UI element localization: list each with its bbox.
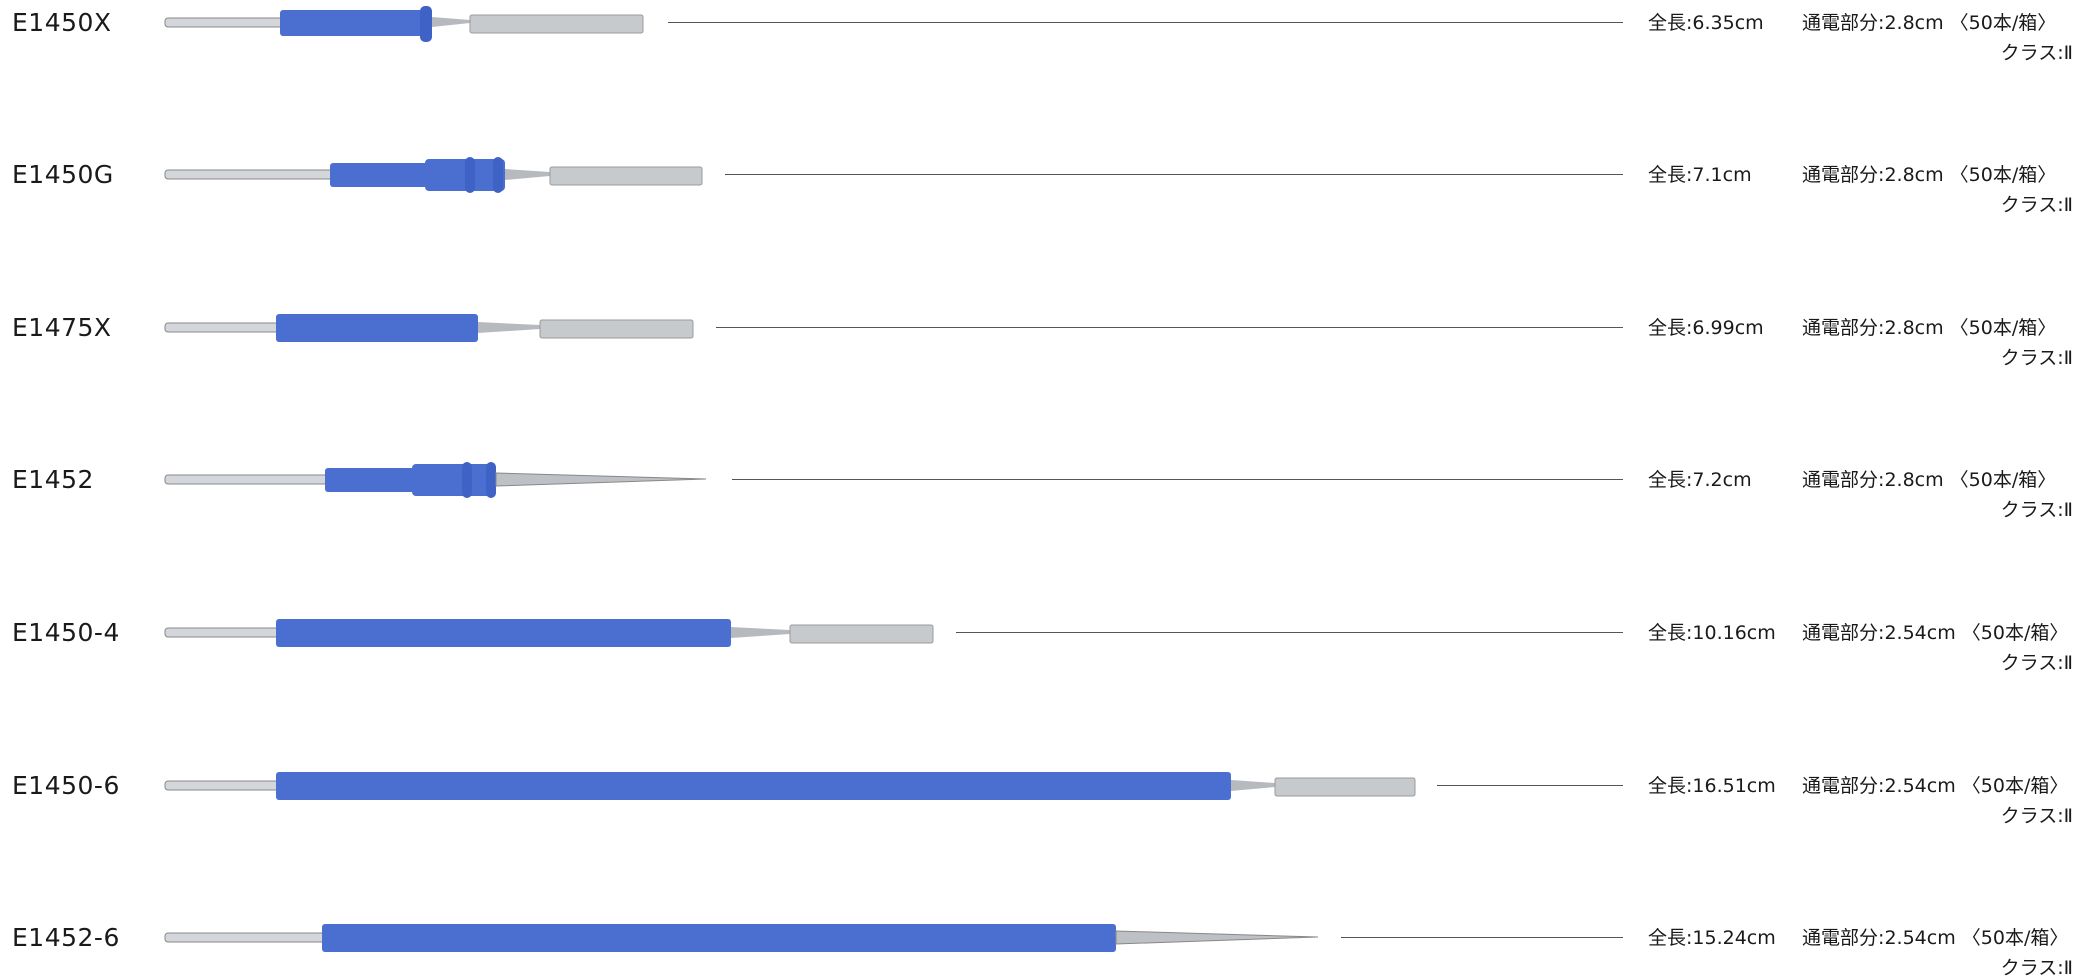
spec-line: 全長:16.51cm 通電部分:2.54cm 〈50本/箱〉 (1648, 771, 2068, 798)
product-row: E1452-6 全長:15.24cm 通電部分:2.54cm 〈50本/箱〉 ク… (0, 915, 2077, 979)
conductive-length: 通電部分:2.8cm (1802, 12, 1944, 34)
device-class: クラス:Ⅱ (2000, 194, 2073, 216)
electrode-image (164, 314, 694, 342)
total-length: 全長:16.51cm (1648, 775, 1776, 797)
electrode-image (164, 619, 934, 647)
leader-line (716, 327, 1623, 328)
product-row: E1475X 全長:6.99cm 通電部分:2.8cm 〈50本/箱〉 クラス:… (0, 305, 2077, 369)
product-row: E1452 全長:7.2cm 通電部分:2.8cm 〈50本/箱〉 クラス:Ⅱ (0, 457, 2077, 521)
device-class: クラス:Ⅱ (2000, 805, 2073, 827)
electrode-image (164, 924, 1319, 952)
spec-line: 全長:6.99cm 通電部分:2.8cm 〈50本/箱〉 (1648, 313, 2056, 340)
leader-line (732, 479, 1623, 480)
quantity-per-box: 〈50本/箱〉 (1949, 164, 2057, 186)
product-code: E1450X (12, 8, 112, 37)
quantity-per-box: 〈50本/箱〉 (1961, 622, 2069, 644)
product-code: E1452-6 (12, 923, 120, 952)
quantity-per-box: 〈50本/箱〉 (1961, 775, 2069, 797)
total-length: 全長:15.24cm (1648, 927, 1776, 949)
conductive-length: 通電部分:2.8cm (1802, 469, 1944, 491)
electrode-image (164, 6, 644, 42)
quantity-per-box: 〈50本/箱〉 (1961, 927, 2069, 949)
leader-line (1437, 785, 1623, 786)
conductive-length: 通電部分:2.54cm (1802, 775, 1956, 797)
quantity-per-box: 〈50本/箱〉 (1949, 469, 2057, 491)
electrode-image (164, 772, 1416, 800)
leader-line (956, 632, 1623, 633)
total-length: 全長:6.35cm (1648, 12, 1764, 34)
product-row: E1450X 全長:6.35cm 通電部分:2.8cm 〈50本/箱〉 クラス:… (0, 0, 2077, 64)
quantity-per-box: 〈50本/箱〉 (1949, 12, 2057, 34)
device-class: クラス:Ⅱ (2000, 42, 2073, 64)
product-code: E1450-6 (12, 771, 120, 800)
product-row: E1450-6 全長:16.51cm 通電部分:2.54cm 〈50本/箱〉 ク… (0, 763, 2077, 827)
quantity-per-box: 〈50本/箱〉 (1949, 317, 2057, 339)
device-class: クラス:Ⅱ (2000, 957, 2073, 979)
total-length: 全長:7.2cm (1648, 469, 1752, 491)
spec-line: 全長:15.24cm 通電部分:2.54cm 〈50本/箱〉 (1648, 923, 2068, 950)
leader-line (1341, 937, 1623, 938)
product-row: E1450G 全長:7.1cm 通電部分:2.8cm 〈50本/箱〉 クラス:Ⅱ (0, 152, 2077, 216)
total-length: 全長:10.16cm (1648, 622, 1776, 644)
spec-line: 全長:7.1cm 通電部分:2.8cm 〈50本/箱〉 (1648, 160, 2056, 187)
product-code: E1450-4 (12, 618, 120, 647)
total-length: 全長:6.99cm (1648, 317, 1764, 339)
conductive-length: 通電部分:2.8cm (1802, 164, 1944, 186)
conductive-length: 通電部分:2.54cm (1802, 622, 1956, 644)
conductive-length: 通電部分:2.54cm (1802, 927, 1956, 949)
device-class: クラス:Ⅱ (2000, 652, 2073, 674)
electrode-image (164, 157, 703, 193)
product-row: E1450-4 全長:10.16cm 通電部分:2.54cm 〈50本/箱〉 ク… (0, 610, 2077, 674)
spec-line: 全長:6.35cm 通電部分:2.8cm 〈50本/箱〉 (1648, 8, 2056, 35)
total-length: 全長:7.1cm (1648, 164, 1752, 186)
leader-line (725, 174, 1623, 175)
product-code: E1452 (12, 465, 94, 494)
product-code: E1450G (12, 160, 114, 189)
leader-line (668, 22, 1623, 23)
spec-line: 全長:10.16cm 通電部分:2.54cm 〈50本/箱〉 (1648, 618, 2068, 645)
product-code: E1475X (12, 313, 112, 342)
device-class: クラス:Ⅱ (2000, 499, 2073, 521)
electrode-image (164, 462, 707, 498)
spec-line: 全長:7.2cm 通電部分:2.8cm 〈50本/箱〉 (1648, 465, 2056, 492)
device-class: クラス:Ⅱ (2000, 347, 2073, 369)
conductive-length: 通電部分:2.8cm (1802, 317, 1944, 339)
